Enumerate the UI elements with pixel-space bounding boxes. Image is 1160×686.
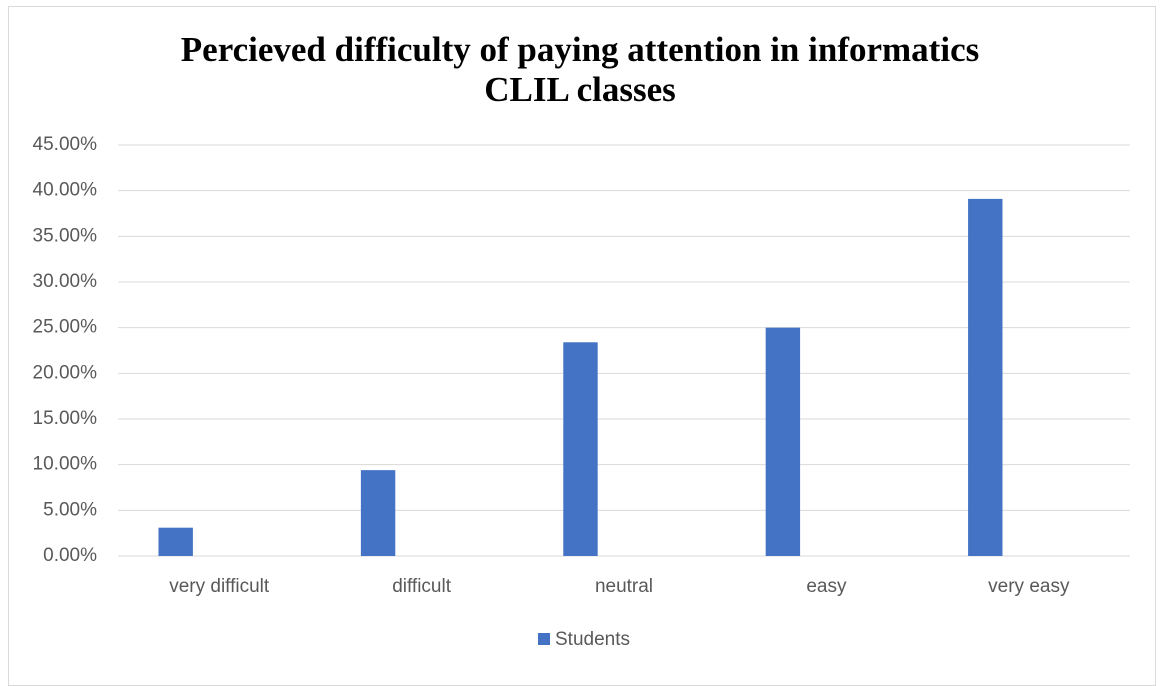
- legend-label: Students: [555, 629, 630, 650]
- y-tick-label: 15.00%: [33, 408, 98, 429]
- x-tick-label: difficult: [392, 576, 452, 597]
- y-tick-label: 5.00%: [43, 499, 97, 520]
- y-tick-label: 35.00%: [33, 225, 98, 246]
- x-tick-label: very difficult: [169, 576, 270, 597]
- x-tick-label: very easy: [988, 576, 1070, 597]
- bar: [765, 327, 801, 556]
- y-tick-label: 25.00%: [33, 317, 98, 338]
- x-tick-label: neutral: [595, 576, 653, 597]
- y-tick-label: 20.00%: [33, 362, 98, 383]
- y-tick-label: 10.00%: [33, 454, 98, 475]
- bar: [360, 470, 396, 556]
- y-tick-label: 0.00%: [43, 545, 97, 566]
- legend-swatch: [538, 633, 550, 645]
- chart-title: Percieved difficulty of paying attention…: [180, 30, 980, 109]
- bar: [563, 342, 598, 556]
- bar: [968, 198, 1003, 557]
- y-tick-label: 45.00%: [33, 134, 98, 155]
- y-tick-label: 30.00%: [33, 271, 98, 292]
- bar: [158, 527, 193, 556]
- y-tick-label: 40.00%: [33, 180, 98, 201]
- x-tick-label: easy: [806, 576, 847, 597]
